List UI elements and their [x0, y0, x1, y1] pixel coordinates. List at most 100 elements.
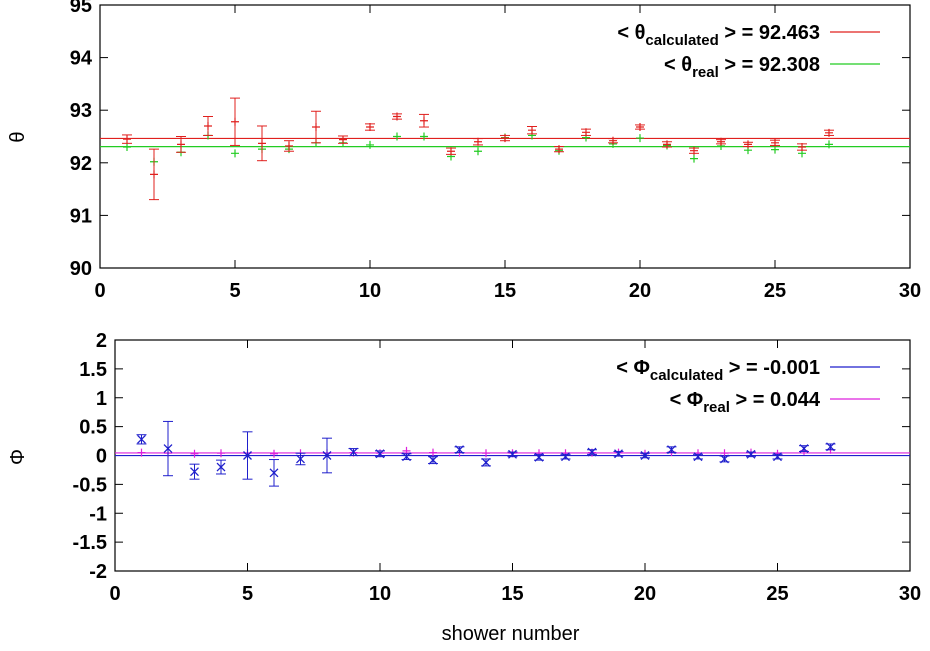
data-point [474, 137, 482, 146]
data-point [190, 449, 199, 458]
data-point [137, 448, 146, 457]
y-tick-label: 0.5 [79, 417, 107, 439]
data-point [826, 442, 835, 452]
data-point [501, 134, 509, 143]
data-point [402, 452, 411, 462]
data-point [204, 121, 212, 130]
data-point [636, 123, 644, 132]
x-axis-label: shower number [442, 623, 580, 645]
data-point [243, 451, 252, 460]
y-tick-label: 95 [70, 0, 92, 17]
data-point [270, 449, 278, 458]
data-point [720, 454, 729, 464]
y-tick-label: -1 [89, 503, 107, 525]
data-point [217, 449, 225, 458]
data-point [269, 468, 279, 478]
data-point [231, 117, 239, 126]
data-point [366, 123, 374, 132]
x-tick-label: 15 [494, 280, 516, 302]
x-tick-label: 0 [109, 583, 120, 605]
phi-panel: 0 5 10 15 20 25 30 -2 -1.5 -1 -0.5 0 0.5 1 1.5 2 Φshower… [7, 330, 921, 645]
theta-panel: 0 5 10 15 20 25 30 90 91 92 93 94 95 θ < θcalculated >… [7, 0, 921, 302]
data-point [474, 147, 482, 156]
data-point [393, 132, 401, 141]
data-point [773, 452, 782, 462]
data-point [150, 170, 158, 179]
data-point [123, 143, 131, 152]
y-tick-label: -1.5 [73, 532, 107, 554]
x-tick-label: 0 [94, 280, 105, 302]
y-tick-label: -2 [89, 561, 107, 583]
x-tick-label: 25 [766, 583, 788, 605]
legend-entry-real: < Φreal > = 0.044 [670, 389, 821, 416]
data-point [534, 452, 544, 462]
x-tick-label: 5 [242, 583, 253, 605]
y-axis-label: θ [7, 131, 29, 142]
data-point [137, 434, 146, 444]
data-point [825, 140, 833, 149]
y-tick-label: -0.5 [73, 474, 107, 496]
data-point [296, 454, 305, 464]
data-point [609, 136, 617, 145]
y-tick-label: 93 [70, 100, 92, 122]
data-point [420, 116, 428, 125]
legend-entry-calculated: < θcalculated > = 92.463 [617, 22, 820, 49]
data-point [508, 449, 517, 459]
y-tick-label: 2 [96, 330, 107, 352]
data-point [717, 137, 725, 146]
data-point [393, 112, 401, 121]
y-axis-label: Φ [7, 449, 29, 465]
data-point [216, 462, 226, 472]
legend-entry-real: < θreal > = 92.308 [664, 54, 820, 81]
data-point [375, 449, 385, 459]
data-point [693, 452, 703, 462]
data-point [366, 140, 374, 149]
data-point [482, 449, 490, 458]
x-tick-label: 20 [634, 583, 656, 605]
data-point [428, 455, 438, 465]
x-tick-label: 10 [359, 280, 381, 302]
y-tick-label: 92 [70, 153, 92, 175]
data-point [322, 451, 332, 460]
data-point [667, 445, 676, 455]
data-point [746, 449, 756, 459]
data-point [799, 444, 809, 454]
data-point [663, 140, 671, 149]
x-tick-label: 5 [229, 280, 240, 302]
x-tick-label: 15 [501, 583, 523, 605]
y-tick-label: 0 [96, 446, 107, 468]
data-point [587, 447, 597, 457]
data-point [636, 134, 644, 143]
data-point [528, 126, 536, 135]
data-point [798, 143, 806, 152]
data-point [258, 139, 266, 148]
data-point [339, 135, 347, 144]
data-point [690, 154, 698, 163]
data-point [349, 447, 358, 457]
data-point [561, 452, 570, 462]
y-tick-label: 90 [70, 258, 92, 280]
data-point [614, 449, 623, 459]
data-point [690, 146, 698, 155]
x-tick-label: 25 [764, 280, 786, 302]
data-point [771, 138, 779, 147]
data-point [744, 140, 752, 149]
data-point [825, 128, 833, 137]
x-tick-label: 10 [369, 583, 391, 605]
series-calculated [136, 420, 836, 487]
data-point [177, 140, 185, 149]
series-real [123, 131, 833, 166]
data-point [420, 132, 428, 141]
data-point [640, 451, 650, 460]
y-tick-label: 94 [70, 48, 93, 70]
y-tick-label: 1.5 [79, 359, 107, 381]
x-tick-label: 20 [629, 280, 651, 302]
data-point [123, 135, 131, 144]
legend-entry-calculated: < Φcalculated > = -0.001 [616, 357, 820, 384]
data-point [285, 141, 293, 150]
x-tick-label: 30 [899, 583, 921, 605]
y-tick-label: 1 [96, 388, 107, 410]
data-point [455, 445, 464, 455]
data-point [163, 444, 173, 454]
